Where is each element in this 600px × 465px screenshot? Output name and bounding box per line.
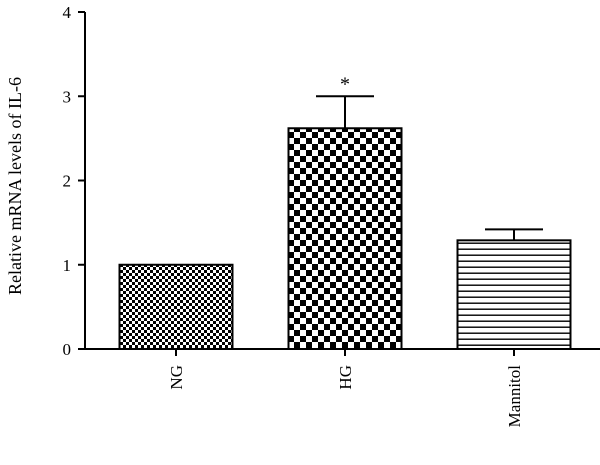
significance-mark-1: *	[340, 73, 350, 95]
annotations: *	[340, 73, 350, 95]
bar-1	[287, 127, 403, 350]
y-tick-label-0: 0	[63, 340, 72, 359]
y-axis: 0 1 2 3 4	[63, 3, 86, 359]
bars	[118, 127, 572, 351]
y-tick-label-4: 4	[63, 3, 72, 22]
y-tick-label-2: 2	[63, 172, 72, 191]
x-tick-label-0: NG	[167, 365, 186, 390]
bar-0	[118, 263, 234, 350]
x-axis: NG HG Mannitol	[85, 348, 600, 428]
y-tick-label-1: 1	[63, 256, 72, 275]
y-tick-label-3: 3	[63, 87, 72, 106]
bar-2	[456, 239, 572, 351]
x-tick-label-1: HG	[336, 365, 355, 390]
y-axis-label: Relative mRNA levels of IL-6	[5, 77, 25, 295]
error-bars	[316, 95, 543, 241]
x-tick-label-2: Mannitol	[505, 365, 524, 428]
